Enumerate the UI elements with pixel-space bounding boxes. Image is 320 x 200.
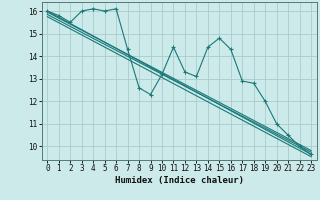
X-axis label: Humidex (Indice chaleur): Humidex (Indice chaleur) [115, 176, 244, 185]
